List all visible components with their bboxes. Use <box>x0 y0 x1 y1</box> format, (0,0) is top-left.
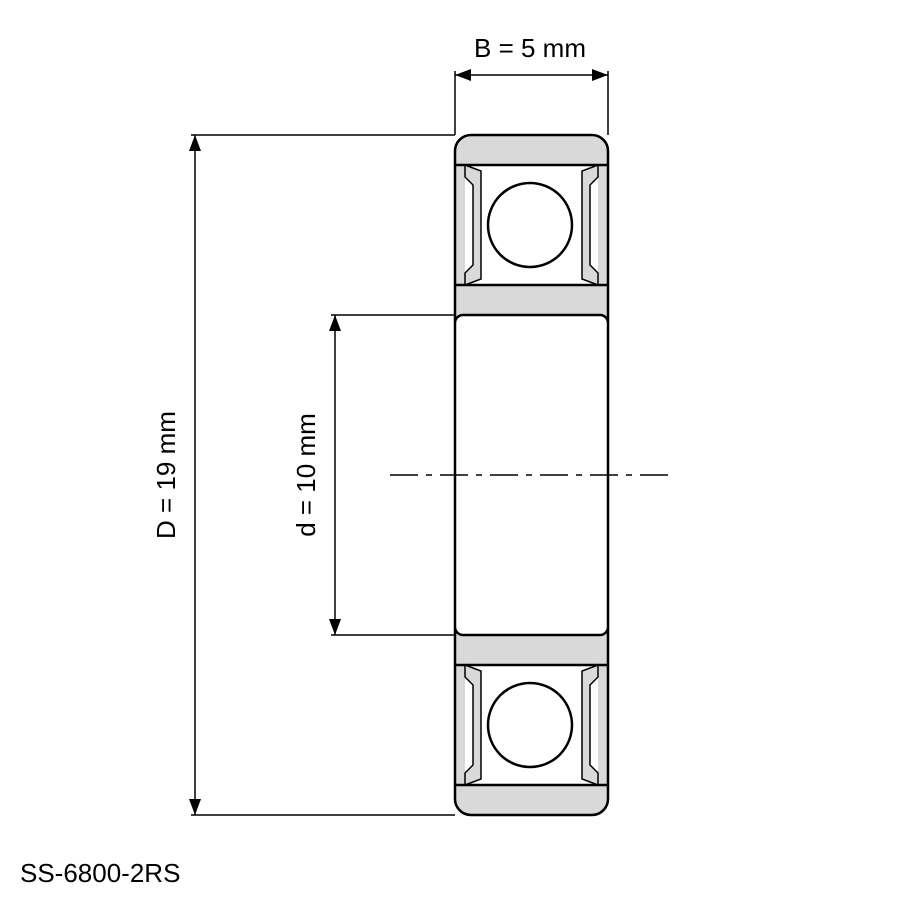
part-number-label: SS-6800-2RS <box>20 858 180 889</box>
dimension-B: B = 5 mm <box>455 33 608 135</box>
ball-bottom <box>488 683 572 767</box>
bearing-body <box>390 135 673 815</box>
ball-top <box>488 183 572 267</box>
dimension-D-label: D = 19 mm <box>151 411 181 539</box>
dimension-B-label: B = 5 mm <box>474 33 586 63</box>
bearing-cross-section-diagram: B = 5 mm D = 19 mm d = 10 mm <box>0 0 900 900</box>
dimension-d-label: d = 10 mm <box>291 413 321 537</box>
